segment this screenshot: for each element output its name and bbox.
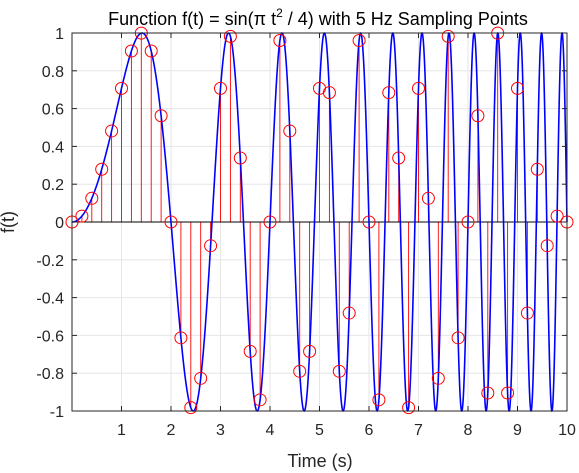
y-tick-label: 0.6 (42, 102, 64, 119)
sample-marker (263, 215, 277, 229)
sample-marker (75, 209, 89, 223)
sample-marker (382, 86, 396, 100)
sample-marker (392, 151, 406, 165)
x-tick-label: 5 (315, 422, 324, 439)
sample-marker (441, 29, 455, 43)
x-tick-label: 7 (414, 422, 423, 439)
sample-marker (243, 344, 257, 358)
x-tick-label: 4 (266, 422, 275, 439)
y-tick-label: 0.2 (42, 177, 64, 194)
sample-marker (174, 331, 188, 345)
sample-marker (471, 109, 485, 123)
y-tick-label: -1 (50, 404, 64, 421)
sample-marker (273, 34, 287, 48)
sample-marker (124, 44, 138, 58)
y-tick-label: 0 (55, 215, 64, 232)
function-curve (72, 31, 568, 413)
x-tick-labels: 1 2 3 4 5 6 7 8 9 10 (117, 422, 576, 439)
sample-marker (204, 239, 218, 253)
sample-marker (412, 81, 425, 95)
y-tick-label: -0.8 (36, 366, 64, 383)
sample-marker (283, 124, 297, 138)
tick-marks (72, 32, 568, 412)
sample-marker (451, 331, 465, 345)
sample-marker (223, 29, 237, 43)
sample-marker (530, 162, 544, 176)
x-tick-label: 3 (216, 422, 225, 439)
x-tick-label: 6 (365, 422, 374, 439)
y-tick-label: -0.6 (36, 328, 64, 345)
x-tick-label: 9 (513, 422, 522, 439)
sample-marker (184, 401, 198, 415)
sample-marker (115, 81, 128, 95)
sample-marker (303, 344, 317, 358)
sample-marker (402, 401, 416, 415)
x-tick-label: 8 (464, 422, 473, 439)
y-tick-label: -0.2 (36, 253, 64, 270)
sample-marker (233, 151, 247, 165)
sample-marker (540, 239, 554, 253)
sample-marker (164, 215, 178, 229)
sample-marker (481, 386, 495, 400)
sample-marker (214, 81, 227, 95)
sample-marker (154, 109, 168, 123)
x-tick-label: 10 (558, 422, 576, 439)
sample-marker (501, 386, 515, 400)
sample-marker (550, 209, 564, 223)
y-axis-label: f(t) (0, 211, 18, 233)
y-tick-label: 0.8 (42, 64, 64, 81)
sample-marker (520, 306, 534, 320)
sample-marker (342, 306, 356, 320)
sample-marker (461, 215, 475, 229)
sample-marker (431, 371, 445, 385)
sample-marker (105, 124, 119, 138)
sample-marker (95, 162, 109, 176)
sample-marker (253, 393, 267, 407)
y-tick-labels: 1 0.8 0.6 0.4 0.2 0 -0.2 -0.4 -0.6 -0.8 -1 (36, 26, 64, 421)
y-tick-label: 0.4 (42, 139, 64, 156)
sample-marker (144, 44, 158, 58)
sample-marker (421, 191, 435, 205)
x-tick-label: 2 (167, 422, 176, 439)
sample-marker (322, 86, 336, 100)
sample-marker (352, 34, 366, 48)
sample-marker (293, 364, 307, 378)
sample-marker (372, 393, 386, 407)
sample-marker (85, 191, 99, 205)
sample-marker (511, 81, 524, 95)
chart-title-main: Function f(t) = sin(π t (108, 9, 276, 29)
sample-stems (81, 33, 558, 408)
chart-title: Function f(t) = sin(π t2 / 4) with 5 Hz … (108, 6, 528, 29)
x-axis-label: Time (s) (287, 451, 352, 471)
y-tick-label: 1 (55, 26, 64, 43)
x-tick-label: 1 (117, 422, 126, 439)
chart-title-superscript: 2 (276, 6, 283, 20)
sample-marker (362, 215, 376, 229)
sample-marker (194, 371, 208, 385)
chart-title-tail: / 4) with 5 Hz Sampling Points (283, 9, 528, 29)
y-tick-label: -0.4 (36, 291, 64, 308)
sample-marker (332, 364, 346, 378)
